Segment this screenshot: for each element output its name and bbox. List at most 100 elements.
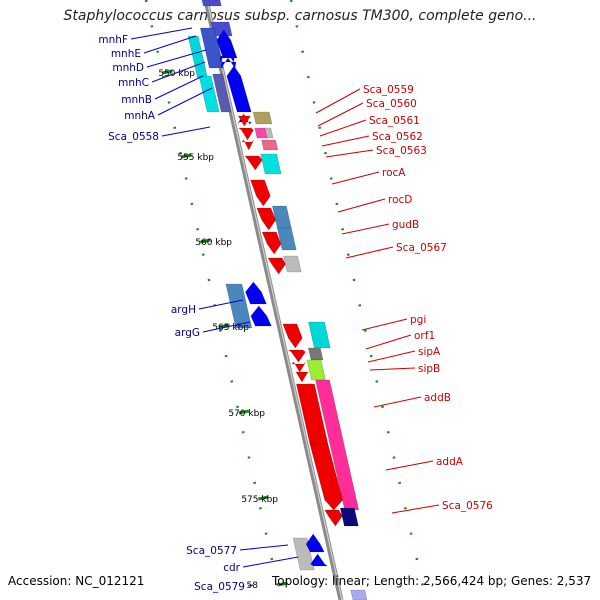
scale-tick-label: 570 kbp (228, 409, 265, 419)
gene-Sca_0576-arrow-shape (324, 509, 343, 527)
gene-bottom-block (350, 589, 368, 600)
gene-label-mnhF: mnhF (98, 27, 193, 46)
gene-mnhA-block (198, 75, 220, 113)
gene-bottom-block-shape (350, 589, 368, 600)
gene-Sca_0567-arrow-shape (267, 257, 287, 275)
scale-tick-label: 575 kbp (241, 495, 278, 505)
gene-Sca_0562-block (261, 139, 279, 151)
gene-orf1-block (307, 347, 324, 361)
leader-line (365, 334, 412, 350)
gene-sipA-arrow-shape (291, 361, 306, 373)
gene-label-Sca_0562: Sca_0562 (321, 131, 423, 147)
gene-Sca_0577-arrow (305, 533, 325, 553)
gene-label-mnhB: mnhB (121, 75, 204, 106)
gene-cdr-arrow (310, 553, 329, 567)
gene-label-sipA: sipA (367, 346, 441, 363)
gene-Sca_0576-block-shape (339, 507, 359, 527)
gene-label-Sca_0567: Sca_0567 (345, 242, 447, 259)
leader-line (242, 556, 299, 568)
gene-Sca_0577-block-shape (292, 537, 315, 571)
gene-rocD-arrow (256, 207, 277, 231)
gene-argG-arrow-shape (250, 305, 272, 327)
gene-label-mnhA: mnhA (124, 87, 213, 122)
gene-argH-arrow-shape (245, 281, 267, 305)
gene-cdr-arrow-shape (310, 553, 329, 567)
gene-label-text: Sca_0567 (396, 242, 447, 254)
gene-label-text: argH (171, 304, 196, 316)
leader-line (345, 246, 394, 259)
scale-tick-mark (181, 153, 192, 159)
leader-line (151, 61, 206, 83)
leader-line (369, 367, 416, 371)
gene-Sca_0562-block-shape (261, 139, 279, 151)
gene-Sca_0561-arrow (241, 139, 255, 151)
gene-gudB-arrow-shape (261, 231, 282, 255)
leader-line (143, 35, 197, 54)
gene-label-argG: argG (175, 321, 251, 339)
gene-addA-arrow-shape (309, 443, 344, 511)
scale-tick-label: 555 kbp (177, 153, 214, 163)
gene-label-text: sipA (418, 346, 441, 358)
gene-label-text: argG (175, 327, 200, 339)
gene-label-Sca_0563: Sca_0563 (325, 145, 427, 158)
gene-orf1-arrow-shape (287, 349, 306, 363)
gene-top-block-shape (201, 0, 222, 7)
leader-line (315, 88, 361, 114)
gene-label-argH: argH (171, 299, 244, 316)
leader-line (161, 126, 211, 137)
leader-line (239, 544, 289, 551)
leader-line (385, 460, 434, 471)
gene-label-text: pgi (410, 314, 426, 326)
backbone-line (203, 0, 344, 600)
gene-label-text: orf1 (414, 330, 435, 342)
gene-mnhD-arrow (219, 51, 235, 63)
gene-label-text: Sca_0576 (442, 500, 493, 512)
gene-label-orf1: orf1 (365, 330, 435, 350)
gene-gudB-block (276, 227, 297, 251)
gene-Sca_0563-block (260, 153, 282, 175)
leader-line (325, 149, 374, 158)
gene-Sca_0567-arrow (267, 257, 287, 275)
gene-label-gudB: gudB (341, 219, 419, 235)
gene-sipA2-arrow-shape (293, 371, 309, 383)
leader-line (247, 584, 254, 587)
gene-label-Sca_0576: Sca_0576 (391, 500, 493, 514)
gene-label-sipB: sipB (369, 363, 440, 375)
gene-label-text: Sca_0559 (363, 84, 414, 96)
gene-label-addA: addA (385, 456, 464, 471)
gene-Sca_0560-arrow (237, 127, 254, 141)
gene-pgi-block (308, 321, 331, 349)
scale-tick-label: 560 kbp (195, 238, 232, 248)
gene-label-text: rocA (382, 167, 406, 179)
gene-mnhD-arrow-shape (219, 51, 235, 63)
leader-line (319, 119, 367, 137)
gene-mnhB-arrow (226, 65, 252, 113)
gene-argG-arrow (250, 305, 272, 327)
gene-Sca_0576-arrow (324, 509, 343, 527)
leader-line (202, 321, 251, 333)
gene-Sca_0559-arrow (236, 115, 251, 127)
gene-label-text: Sca_0561 (369, 115, 420, 127)
scale-tick-label: 58 (247, 581, 259, 591)
gene-rocA-arrow-shape (250, 179, 271, 207)
gene-label-text: mnhF (98, 34, 128, 46)
gene-addA-arrow (309, 443, 344, 511)
gene-argH-block-shape (225, 283, 253, 329)
leader-line (373, 396, 422, 408)
genome-summary-text: Topology: linear; Length: 2,566,424 bp; … (272, 574, 592, 588)
gene-mnhB-block-shape (212, 73, 232, 113)
gene-label-pgi: pgi (361, 314, 426, 331)
gene-pgi-arrow-shape (282, 323, 303, 349)
leader-line (321, 135, 370, 147)
gene-Sca_0563-arrow (244, 155, 263, 171)
gene-gudB-arrow (261, 231, 282, 255)
gene-label-cdr: cdr (223, 556, 299, 574)
gene-label-text: addB (424, 392, 451, 404)
scale-tick-mark (238, 409, 250, 415)
gene-label-mnhD: mnhD (112, 49, 207, 74)
gene-label-Sca_0577: Sca_0577 (186, 544, 289, 557)
gene-label-text: cdr (223, 562, 240, 574)
gene-label-text: rocD (388, 194, 412, 206)
gene-Sca_0559-arrow-shape (236, 115, 251, 127)
gene-Sca_0560-arrow-shape (237, 127, 254, 141)
